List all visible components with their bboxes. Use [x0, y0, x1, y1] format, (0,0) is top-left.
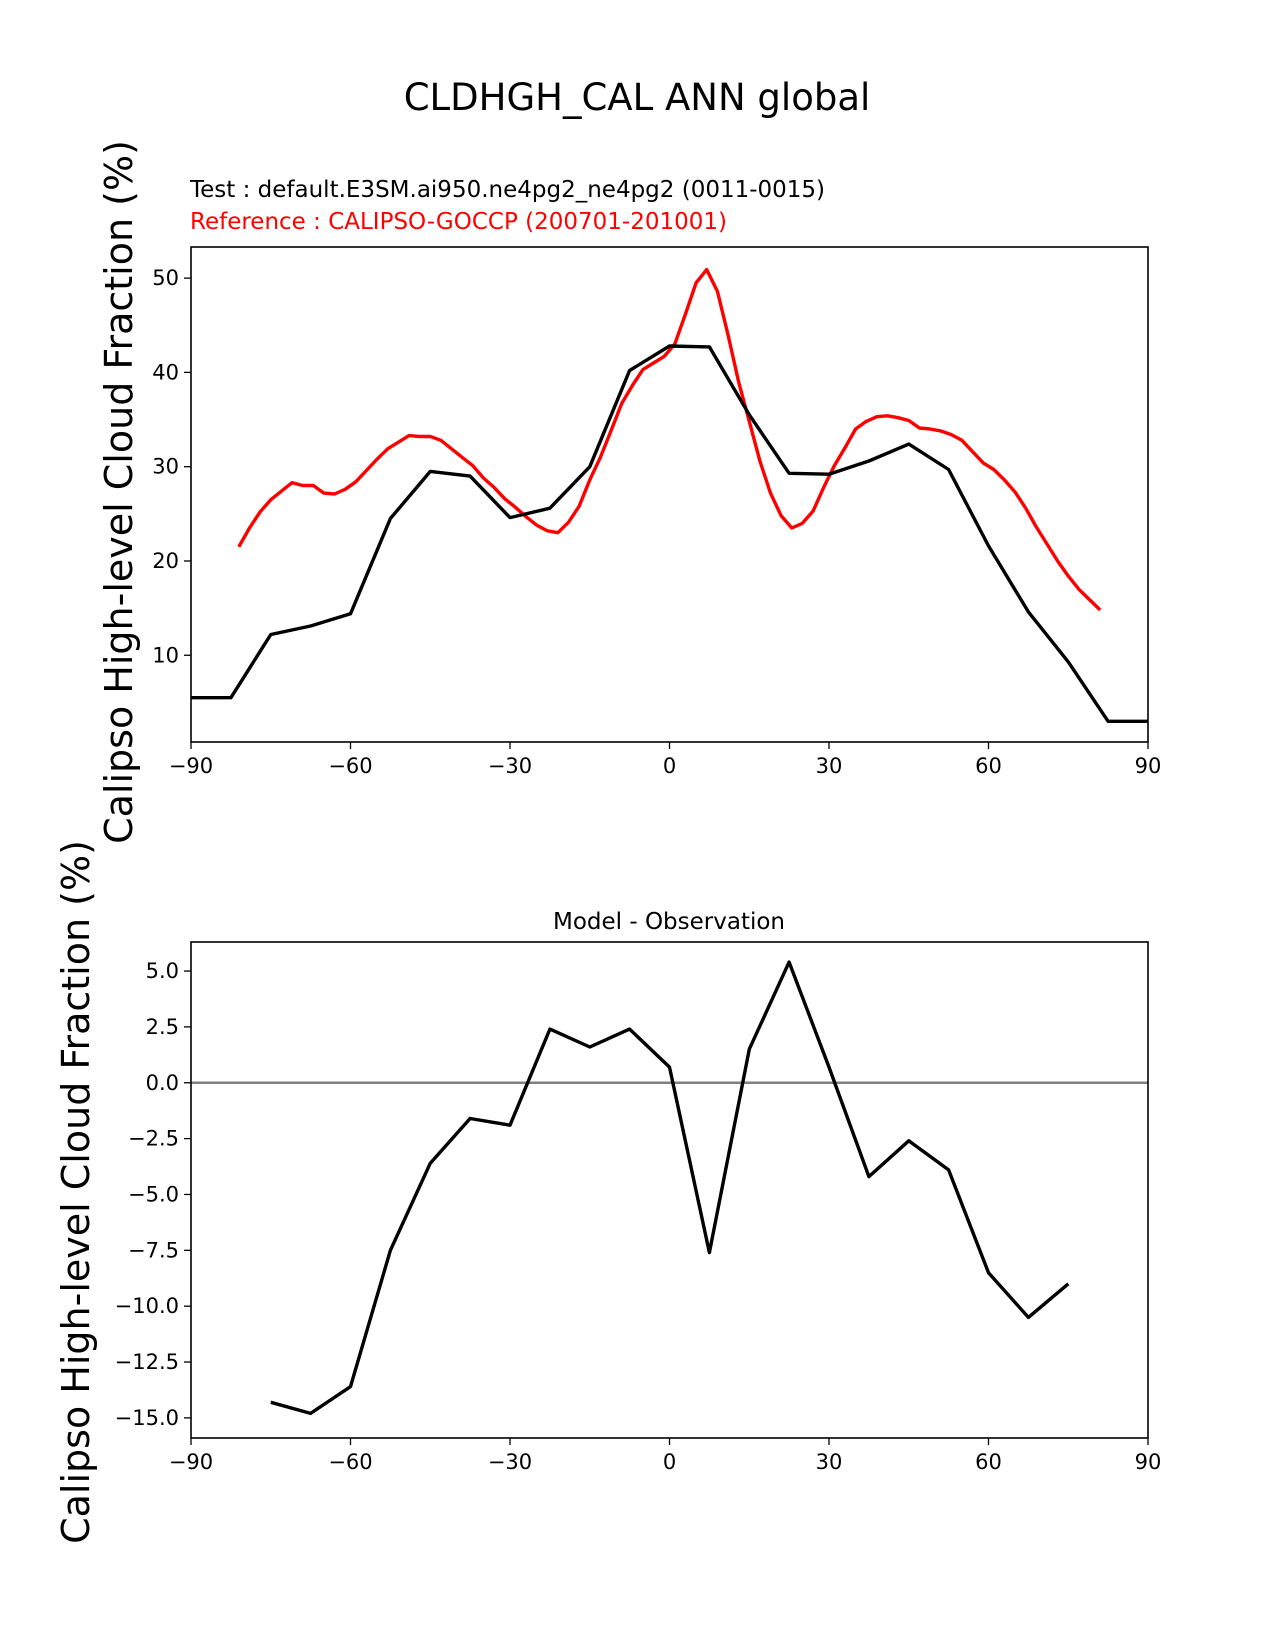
bottom-line-chart: Model - Observation Calipso High-level C… [54, 840, 1161, 1544]
top-series-group [191, 267, 1148, 723]
bottom-y-axis-label: Calipso High-level Cloud Fraction (%) [54, 840, 98, 1544]
bottom-y-tick-label: 2.5 [146, 1015, 179, 1039]
bottom-x-tick-label: −30 [488, 1450, 532, 1474]
bottom-series-group [191, 960, 1148, 1416]
top-x-tick-label: 0 [663, 754, 676, 778]
bottom-x-tick-label: −60 [328, 1450, 372, 1474]
bottom-x-tick-label: 0 [663, 1450, 676, 1474]
top-x-tick-label: −90 [169, 754, 213, 778]
top-x-tick-label: 90 [1135, 754, 1162, 778]
top-y-tick-label: 30 [152, 455, 179, 479]
top-y-axis-label: Calipso High-level Cloud Fraction (%) [97, 140, 141, 844]
bottom-y-tick-label: 5.0 [146, 959, 179, 983]
bottom-axis-ticks: −90 −60 −30 0 30 60 90 5.0 2.5 0.0 −2.5 −5.0 −7.5 −10… [115, 959, 1162, 1474]
top-axis-ticks: −90 −60 −30 0 30 60 90 10 20 30 40 50 [152, 266, 1161, 778]
bottom-y-tick-label: −15.0 [115, 1406, 179, 1430]
top-y-tick-label: 10 [152, 643, 179, 667]
bottom-plot-frame [190, 941, 1149, 1439]
bottom-series-model-observation-line [270, 960, 1070, 1416]
top-y-tick-label: 40 [152, 360, 179, 384]
top-line-chart: Calipso High-level Cloud Fraction (%) −9… [97, 140, 1161, 844]
top-y-tick-label: 20 [152, 549, 179, 573]
bottom-x-tick-label: −90 [169, 1450, 213, 1474]
bottom-x-tick-label: 30 [816, 1450, 843, 1474]
figure-title: CLDHGH_CAL ANN global [404, 76, 871, 119]
top-x-tick-label: −30 [488, 754, 532, 778]
top-x-tick-label: −60 [328, 754, 372, 778]
bottom-x-tick-label: 60 [975, 1450, 1002, 1474]
bottom-x-tick-label: 90 [1135, 1450, 1162, 1474]
top-series-reference-line [237, 267, 1102, 612]
bottom-chart-title: Model - Observation [553, 909, 785, 935]
top-x-tick-label: 30 [816, 754, 843, 778]
top-plot-frame [190, 246, 1149, 743]
reference-label: Reference : CALIPSO-GOCCP (200701-201001… [190, 209, 727, 235]
bottom-y-tick-label: −7.5 [128, 1238, 179, 1262]
bottom-y-tick-label: 0.0 [146, 1071, 179, 1095]
bottom-y-tick-label: −5.0 [128, 1182, 179, 1206]
top-y-tick-label: 50 [152, 266, 179, 290]
bottom-y-tick-label: −12.5 [115, 1350, 179, 1374]
top-series-test-line [191, 344, 1148, 723]
bottom-y-tick-label: −10.0 [115, 1294, 179, 1318]
top-x-tick-label: 60 [975, 754, 1002, 778]
test-label: Test : default.E3SM.ai950.ne4pg2_ne4pg2 … [189, 177, 825, 203]
bottom-y-tick-label: −2.5 [128, 1127, 179, 1151]
